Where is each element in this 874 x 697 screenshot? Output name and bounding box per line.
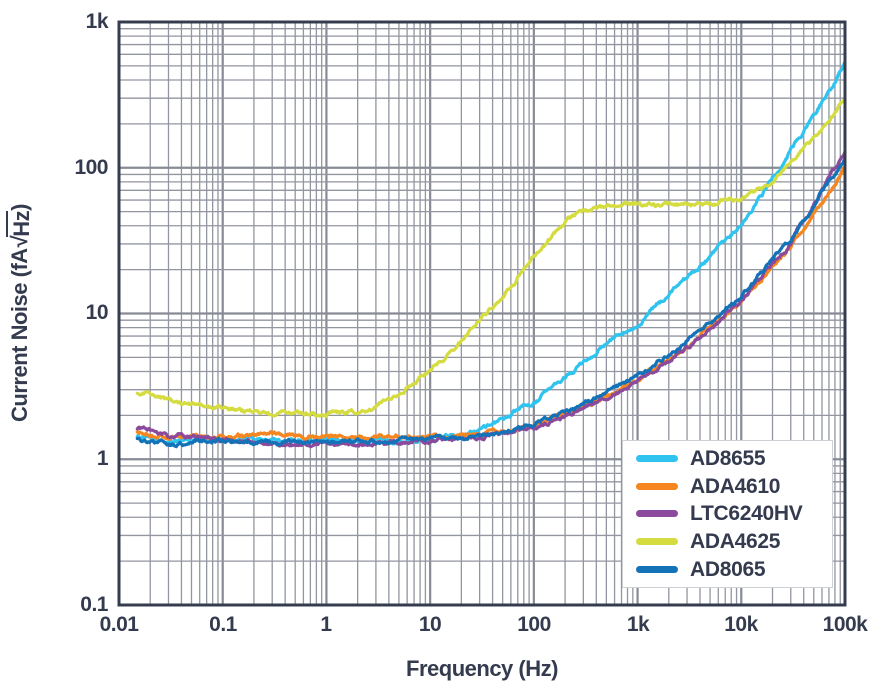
sqrt-radical-symbol: √ <box>7 235 32 248</box>
legend-label: ADA4625 <box>690 530 781 554</box>
x-tick-label: 1k <box>626 613 650 636</box>
legend-swatch-AD8655 <box>636 454 678 462</box>
y-tick-label: 1k <box>85 10 109 33</box>
legend-label: LTC6240HV <box>690 502 803 526</box>
legend-swatch-LTC6240HV <box>636 510 678 518</box>
legend-label: AD8655 <box>690 446 766 470</box>
y-tick-label: 10 <box>85 301 109 324</box>
legend-box: AD8655 ADA4610 LTC6240HV ADA4625 AD8065 <box>622 440 833 588</box>
legend-item-LTC6240HV: LTC6240HV <box>623 503 832 524</box>
legend-item-ADA4610: ADA4610 <box>623 476 832 497</box>
series-line-ADA4625 <box>135 98 845 419</box>
legend-swatch-AD8065 <box>636 566 678 574</box>
y-tick-label: 100 <box>74 156 108 179</box>
x-tick-label: 100 <box>517 613 551 636</box>
legend-label: ADA4610 <box>690 474 781 498</box>
x-tick-label: 0.1 <box>209 613 237 636</box>
y-tick-label: 0.1 <box>80 593 108 616</box>
x-tick-label: 10k <box>724 613 758 636</box>
x-tick-label: 1 <box>320 613 332 636</box>
x-tick-label: 10 <box>418 613 442 636</box>
legend-item-ADA4625: ADA4625 <box>623 531 832 552</box>
legend-label: AD8065 <box>690 558 766 582</box>
series-line-AD8655 <box>135 59 845 446</box>
y-tick-label: 1 <box>96 447 109 470</box>
legend-item-AD8065: AD8065 <box>623 559 832 580</box>
x-tick-label: 100k <box>822 613 868 636</box>
legend-swatch-ADA4610 <box>636 482 678 490</box>
y-axis-title: Current Noise (fA √ Hz) <box>5 143 35 483</box>
plot-frame <box>117 20 847 607</box>
legend-swatch-ADA4625 <box>636 538 678 546</box>
y-axis-title-suffix: ) <box>7 204 32 211</box>
x-axis-title: Frequency (Hz) <box>406 656 558 681</box>
y-axis-title-prefix: Current Noise (fA <box>7 248 32 422</box>
data-curves <box>135 59 845 449</box>
series-line-AD8065 <box>135 156 845 449</box>
legend-item-AD8655: AD8655 <box>623 448 832 469</box>
sqrt-radicand: Hz <box>5 210 35 237</box>
x-tick-label: 0.01 <box>99 613 139 636</box>
